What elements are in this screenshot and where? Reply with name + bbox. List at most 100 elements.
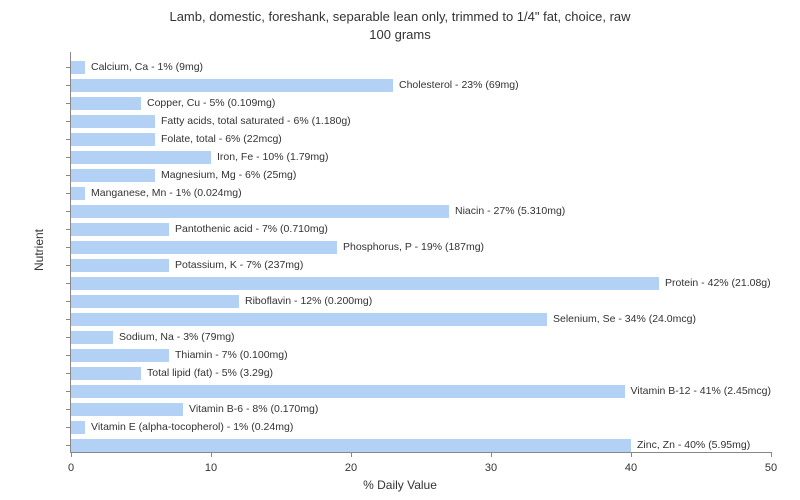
bar-row: Cholesterol - 23% (69mg) [71, 76, 771, 94]
bar-row: Vitamin B-6 - 8% (0.170mg) [71, 400, 771, 418]
y-tick [66, 103, 71, 104]
y-tick [66, 211, 71, 212]
y-tick [66, 157, 71, 158]
bar-row: Iron, Fe - 10% (1.79mg) [71, 148, 771, 166]
title-line-1: Lamb, domestic, foreshank, separable lea… [169, 9, 630, 24]
bars-wrapper: Calcium, Ca - 1% (9mg) Cholesterol - 23% … [71, 52, 771, 454]
bar-row: Copper, Cu - 5% (0.109mg) [71, 94, 771, 112]
bar-row: Folate, total - 6% (22mcg) [71, 130, 771, 148]
y-tick [66, 301, 71, 302]
bar [71, 349, 169, 362]
bar [71, 403, 183, 416]
y-axis-label: Nutrient [32, 229, 46, 271]
x-tick [71, 452, 72, 457]
bar-row: Manganese, Mn - 1% (0.024mg) [71, 184, 771, 202]
bar-row: Sodium, Na - 3% (79mg) [71, 328, 771, 346]
bar-label: Potassium, K - 7% (237mg) [169, 259, 303, 271]
y-tick [66, 283, 71, 284]
y-tick [66, 337, 71, 338]
bar-label: Riboflavin - 12% (0.200mg) [239, 295, 372, 307]
bar-row: Zinc, Zn - 40% (5.95mg) [71, 436, 771, 454]
bar-label: Vitamin B-6 - 8% (0.170mg) [183, 403, 318, 415]
y-tick [66, 319, 71, 320]
x-tick-label: 50 [765, 462, 777, 474]
bar-row: Riboflavin - 12% (0.200mg) [71, 292, 771, 310]
bar-label: Cholesterol - 23% (69mg) [393, 79, 519, 91]
bar-row: Protein - 42% (21.08g) [71, 274, 771, 292]
bar-label: Manganese, Mn - 1% (0.024mg) [85, 187, 242, 199]
bar-label: Copper, Cu - 5% (0.109mg) [141, 97, 275, 109]
x-tick [211, 452, 212, 457]
bar-label: Thiamin - 7% (0.100mg) [169, 349, 288, 361]
bar-label: Selenium, Se - 34% (24.0mcg) [547, 313, 696, 325]
bar [71, 97, 141, 110]
bar [71, 115, 155, 128]
bar [71, 61, 85, 74]
bar [71, 439, 631, 452]
y-tick [66, 391, 71, 392]
bar-label: Magnesium, Mg - 6% (25mg) [155, 169, 296, 181]
y-tick [66, 85, 71, 86]
bar-row: Vitamin B-12 - 41% (2.45mcg) [71, 382, 771, 400]
bar [71, 295, 239, 308]
bar-row: Fatty acids, total saturated - 6% (1.180… [71, 112, 771, 130]
bar-label: Pantothenic acid - 7% (0.710mg) [169, 223, 328, 235]
y-tick [66, 427, 71, 428]
bar-label: Niacin - 27% (5.310mg) [449, 205, 565, 217]
bar [71, 79, 393, 92]
x-tick [771, 452, 772, 457]
bar-label: Sodium, Na - 3% (79mg) [113, 331, 235, 343]
title-line-2: 100 grams [369, 27, 430, 42]
bar-label: Protein - 42% (21.08g) [659, 277, 771, 289]
bar-label: Fatty acids, total saturated - 6% (1.180… [155, 115, 351, 127]
bar [71, 241, 337, 254]
x-tick-label: 10 [205, 462, 217, 474]
bar [71, 259, 169, 272]
bar [71, 277, 659, 290]
y-tick [66, 193, 71, 194]
plot-area: Calcium, Ca - 1% (9mg) Cholesterol - 23% … [70, 52, 771, 453]
bar-row: Selenium, Se - 34% (24.0mcg) [71, 310, 771, 328]
x-tick [631, 452, 632, 457]
x-axis-label: % Daily Value [363, 478, 437, 492]
bar [71, 367, 141, 380]
bar-row: Niacin - 27% (5.310mg) [71, 202, 771, 220]
y-tick [66, 229, 71, 230]
bar [71, 187, 85, 200]
bar-row: Phosphorus, P - 19% (187mg) [71, 238, 771, 256]
y-tick [66, 409, 71, 410]
bar-row: Thiamin - 7% (0.100mg) [71, 346, 771, 364]
bar-row: Calcium, Ca - 1% (9mg) [71, 58, 771, 76]
bar-row: Potassium, K - 7% (237mg) [71, 256, 771, 274]
x-tick [351, 452, 352, 457]
y-tick [66, 67, 71, 68]
bar [71, 331, 113, 344]
bar [71, 133, 155, 146]
bar-row: Pantothenic acid - 7% (0.710mg) [71, 220, 771, 238]
y-tick [66, 355, 71, 356]
bar-label: Vitamin B-12 - 41% (2.45mcg) [625, 385, 771, 397]
bar-label: Iron, Fe - 10% (1.79mg) [211, 151, 328, 163]
bar-label: Calcium, Ca - 1% (9mg) [85, 61, 203, 73]
bar-row: Vitamin E (alpha-tocopherol) - 1% (0.24m… [71, 418, 771, 436]
y-tick [66, 265, 71, 266]
y-tick [66, 139, 71, 140]
y-tick [66, 445, 71, 446]
bar-row: Total lipid (fat) - 5% (3.29g) [71, 364, 771, 382]
bar [71, 151, 211, 164]
y-tick [66, 373, 71, 374]
bar [71, 421, 85, 434]
y-tick [66, 247, 71, 248]
nutrient-chart: Lamb, domestic, foreshank, separable lea… [0, 0, 800, 500]
bar-label: Folate, total - 6% (22mcg) [155, 133, 282, 145]
bar-label: Vitamin E (alpha-tocopherol) - 1% (0.24m… [85, 421, 293, 433]
bar [71, 385, 625, 398]
y-tick [66, 175, 71, 176]
bar [71, 223, 169, 236]
x-tick-label: 20 [345, 462, 357, 474]
y-tick [66, 121, 71, 122]
bar [71, 169, 155, 182]
x-tick-label: 40 [625, 462, 637, 474]
bar-label: Total lipid (fat) - 5% (3.29g) [141, 367, 273, 379]
chart-title: Lamb, domestic, foreshank, separable lea… [0, 0, 800, 43]
